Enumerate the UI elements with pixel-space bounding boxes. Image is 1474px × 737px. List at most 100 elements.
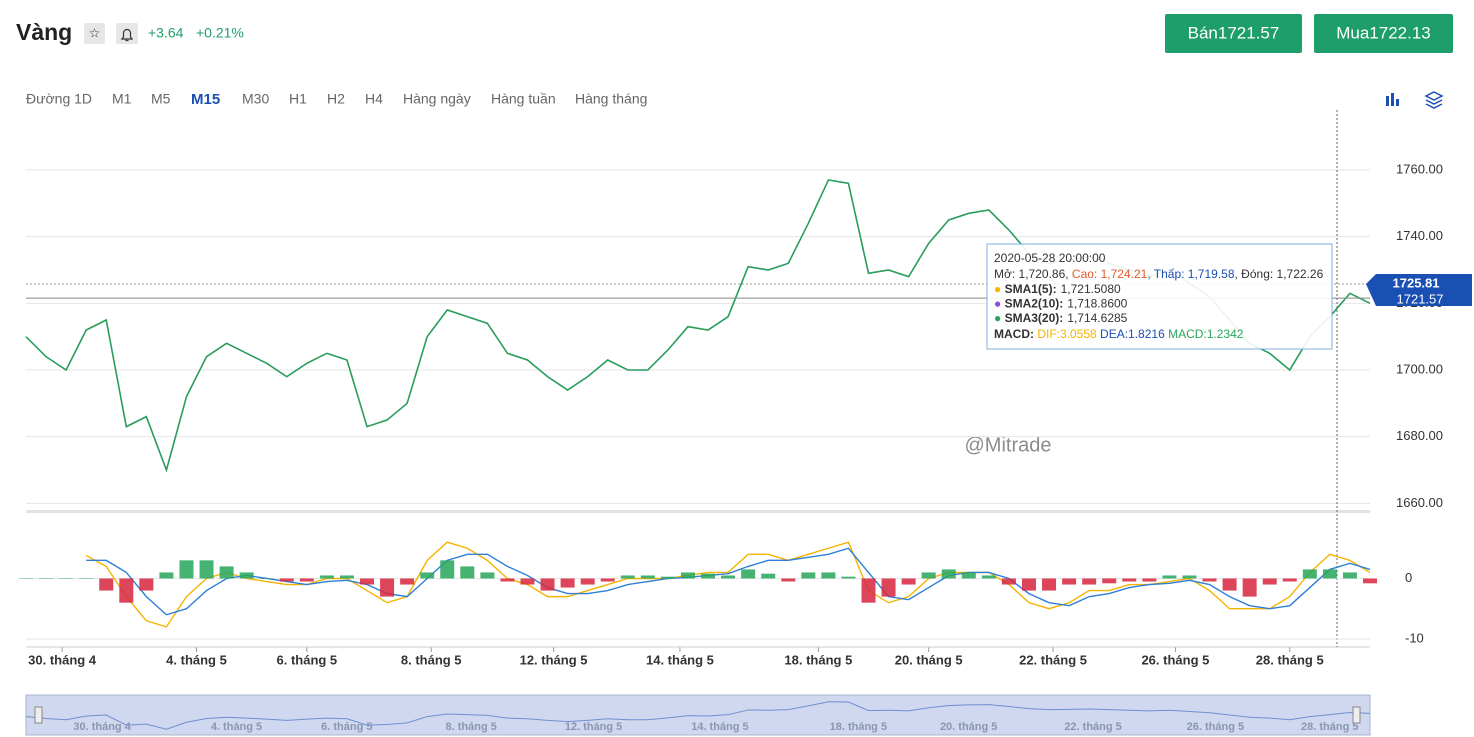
sma-dot: ● — [994, 297, 1005, 311]
y-tick-label: 1760.00 — [1396, 161, 1443, 176]
x-tick-label: 28. tháng 5 — [1256, 652, 1324, 667]
navigator-label: 18. tháng 5 — [830, 721, 887, 733]
tooltip-box — [986, 243, 1333, 350]
timeframe-tab[interactable]: Hàng tháng — [575, 91, 647, 107]
navigator[interactable] — [25, 694, 1371, 736]
x-tick-label: 30. tháng 4 — [28, 652, 97, 667]
favorite-button[interactable] — [84, 23, 105, 44]
macd-bar — [339, 575, 354, 579]
timeframe-tab[interactable]: M30 — [242, 91, 269, 107]
x-tick-label: 14. tháng 5 — [646, 652, 714, 667]
macd-bar — [1001, 578, 1016, 585]
x-tick-label: 20. tháng 5 — [895, 652, 963, 667]
macd-bar — [1262, 578, 1277, 585]
macd-bar — [380, 578, 395, 597]
navigator-handle[interactable] — [34, 706, 43, 724]
tooltip-macd: MACD: DIF:3.0558 DEA:1.8216 MACD:1.2342 — [994, 327, 1244, 341]
macd-bar — [901, 578, 916, 585]
macd-bar — [139, 578, 154, 591]
macd-line — [85, 541, 1371, 628]
macd-bar — [360, 578, 375, 585]
macd-bar — [219, 566, 234, 579]
macd-bar — [1142, 578, 1157, 582]
x-tick-label: 4. tháng 5 — [166, 652, 227, 667]
timeframe-tab[interactable]: M15 — [191, 91, 220, 108]
chart-type-icon[interactable] — [1386, 93, 1399, 106]
timeframe-tab[interactable]: H1 — [289, 91, 307, 107]
macd-tick-label: -10 — [1405, 630, 1424, 645]
macd-tick-label: 0 — [1405, 570, 1412, 585]
sma-dot: ● — [994, 311, 1005, 325]
macd-bar — [19, 578, 33, 579]
macd-bar — [279, 578, 294, 582]
y-tick-label: 1700.00 — [1396, 361, 1443, 376]
macd-bar — [99, 578, 114, 591]
macd-bar — [1322, 569, 1337, 579]
navigator-label: 4. tháng 5 — [211, 721, 262, 733]
macd-bar — [1222, 578, 1237, 591]
change: +3.64 — [148, 25, 184, 41]
macd-line — [86, 547, 1371, 616]
macd-bar — [921, 572, 936, 579]
tooltip-time: 2020-05-28 20:00:00 — [994, 251, 1106, 265]
x-tick-label: 22. tháng 5 — [1019, 652, 1087, 667]
timeframe-tab[interactable]: Đường 1D — [26, 91, 92, 107]
macd-bar — [500, 578, 515, 582]
change-pct: +0.21% — [196, 25, 244, 41]
title: Vàng — [16, 19, 72, 45]
macd-bar — [1082, 578, 1097, 585]
timeframe-tab[interactable]: H4 — [365, 91, 383, 107]
macd-bar — [580, 578, 595, 585]
macd-bar — [1062, 578, 1077, 585]
macd-bar — [841, 576, 856, 579]
sma-value: 1,718.8600 — [1067, 297, 1127, 311]
macd-bar — [179, 560, 194, 579]
buy-label[interactable]: Mua1722.13 — [1336, 23, 1431, 42]
timeframe-tab[interactable]: Hàng tuần — [491, 91, 556, 107]
macd-bar — [460, 566, 475, 579]
macd-bar — [199, 560, 214, 579]
navigator-handle[interactable] — [1352, 706, 1361, 724]
x-tick-label: 6. tháng 5 — [276, 652, 337, 667]
timeframe-tab[interactable]: M5 — [151, 91, 171, 107]
navigator-label: 12. tháng 5 — [565, 721, 622, 733]
timeframe-tab[interactable]: H2 — [327, 91, 345, 107]
macd-bar — [680, 572, 695, 579]
x-tick-label: 12. tháng 5 — [520, 652, 588, 667]
macd-bar — [79, 578, 94, 579]
macd-bar — [1042, 578, 1057, 591]
sma-name: SMA2(10): — [1005, 297, 1064, 311]
macd-bar — [299, 578, 314, 582]
star-icon[interactable]: ☆ — [89, 25, 101, 40]
macd-bar — [981, 575, 996, 579]
sell-button[interactable] — [1165, 14, 1302, 53]
timeframe-tab[interactable]: M1 — [112, 91, 132, 107]
macd-bar — [941, 569, 956, 579]
navigator-label: 28. tháng 5 — [1301, 721, 1358, 733]
last-price-label: 1725.81 — [1393, 275, 1440, 290]
timeframe-tab[interactable]: Hàng ngày — [403, 91, 471, 107]
sell-label[interactable]: Bán1721.57 — [1188, 23, 1280, 42]
layers-icon[interactable] — [1424, 91, 1444, 109]
macd-bar — [1363, 578, 1377, 584]
macd-bar — [1242, 578, 1257, 597]
macd-bar — [1021, 578, 1036, 591]
navigator-label: 14. tháng 5 — [691, 721, 748, 733]
macd-bar — [600, 578, 615, 582]
macd-bar — [1182, 575, 1197, 579]
ohlc-value: Mở: 1,720.86, — [994, 267, 1072, 281]
macd-bar — [319, 575, 334, 579]
buy-button[interactable] — [1314, 14, 1453, 53]
tooltip: 2020-05-28 20:00:00 Mở: 1,720.86, Cao: 1,… — [986, 243, 1333, 350]
bell-icon[interactable] — [120, 28, 134, 42]
macd-bar — [660, 576, 675, 579]
macd-bar — [59, 578, 74, 579]
sma-name: SMA3(20): — [1005, 311, 1064, 325]
macd-bar — [781, 578, 796, 582]
macd-bar — [801, 572, 816, 579]
y-tick-label: 1680.00 — [1396, 428, 1443, 443]
macd-bar — [741, 569, 756, 579]
tooltip-sma: ● SMA1(5): 1,721.5080 — [994, 282, 1121, 296]
tooltip-sma: ● SMA2(10): 1,718.8600 — [994, 297, 1128, 311]
